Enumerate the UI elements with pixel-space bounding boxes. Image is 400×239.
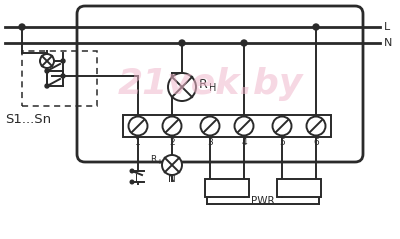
Text: L: L — [296, 186, 302, 196]
Circle shape — [40, 54, 54, 68]
Bar — [123, 115, 331, 137]
Text: 5: 5 — [279, 138, 285, 147]
Circle shape — [272, 116, 292, 136]
Bar — [277, 179, 321, 197]
FancyBboxPatch shape — [77, 6, 363, 162]
Circle shape — [61, 59, 65, 63]
Circle shape — [45, 84, 49, 88]
Bar — [22, 51, 97, 106]
Circle shape — [306, 116, 326, 136]
Circle shape — [45, 69, 49, 73]
Circle shape — [61, 74, 65, 78]
Circle shape — [130, 180, 134, 184]
Text: 2: 2 — [169, 138, 175, 147]
Text: N: N — [219, 186, 227, 196]
Circle shape — [179, 40, 185, 46]
Bar — [205, 179, 249, 197]
Text: H: H — [209, 83, 216, 93]
Circle shape — [128, 116, 148, 136]
Text: 3: 3 — [207, 138, 213, 147]
Circle shape — [19, 24, 25, 30]
Circle shape — [200, 116, 220, 136]
Text: PWR: PWR — [251, 196, 275, 206]
Text: 21vek.by: 21vek.by — [117, 67, 303, 101]
Circle shape — [234, 116, 254, 136]
Text: H: H — [158, 159, 163, 165]
Text: N: N — [168, 174, 176, 184]
Circle shape — [313, 24, 319, 30]
Circle shape — [162, 116, 182, 136]
Text: R: R — [199, 77, 208, 91]
Circle shape — [162, 155, 182, 175]
Text: 4: 4 — [241, 138, 247, 147]
Text: S1...Sn: S1...Sn — [5, 113, 51, 125]
Circle shape — [168, 73, 196, 101]
Text: L: L — [384, 22, 390, 32]
Circle shape — [130, 169, 134, 173]
Text: N: N — [384, 38, 392, 48]
Circle shape — [241, 40, 247, 46]
Text: 1: 1 — [135, 138, 141, 147]
Text: 6: 6 — [313, 138, 319, 147]
Text: L: L — [135, 174, 141, 184]
Text: R: R — [150, 154, 156, 163]
